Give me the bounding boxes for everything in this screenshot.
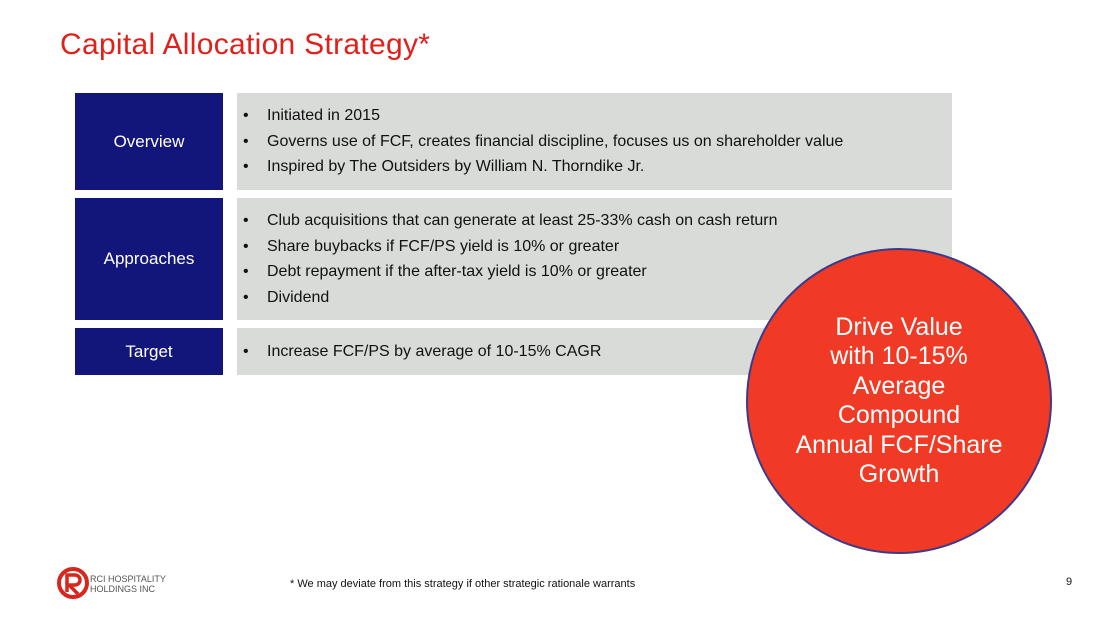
callout-line: Compound (837, 401, 961, 429)
page-number: 9 (1066, 576, 1073, 588)
bullet-item: Governs use of FCF, creates financial di… (243, 129, 952, 155)
row-label: Approaches (75, 198, 223, 320)
bullet-item: Share buybacks if FCF/PS yield is 10% or… (243, 234, 952, 260)
bullet-item: Club acquisitions that can generate at l… (243, 208, 952, 234)
logo-text: RCI HOSPITALITY HOLDINGS INC (90, 574, 166, 594)
callout-circle: Drive Value with 10-15% Average Compound Ann… (746, 248, 1052, 554)
slide-title: Capital Allocation Strategy* (60, 28, 431, 61)
logo-line: RCI HOSPITALITY (90, 574, 166, 584)
callout-line: Average (852, 371, 946, 400)
logo-icon (57, 567, 89, 599)
bullet-item: Initiated in 2015 (243, 103, 952, 129)
row-label: Target (75, 328, 223, 375)
bullet-list: Club acquisitions that can generate at l… (237, 208, 952, 310)
row-content: Initiated in 2015Governs use of FCF, cre… (237, 93, 952, 190)
callout-line: Annual FCF/Share (795, 430, 1003, 459)
bullet-item: Dividend (243, 285, 952, 311)
bullet-list: Initiated in 2015Governs use of FCF, cre… (237, 103, 952, 180)
bullet-item: Increase FCF/PS by average of 10-15% CAG… (243, 339, 952, 365)
callout-line: Growth (858, 460, 940, 488)
bullet-item: Debt repayment if the after-tax yield is… (243, 259, 952, 285)
bullet-list: Increase FCF/PS by average of 10-15% CAG… (237, 339, 952, 365)
bullet-item: Inspired by The Outsiders by William N. … (243, 154, 952, 180)
callout-line: Drive Value (835, 312, 963, 341)
logo-line: HOLDINGS INC (90, 584, 156, 594)
row-label: Overview (75, 93, 223, 190)
footnote: * We may deviate from this strategy if o… (290, 578, 636, 590)
table-row: OverviewInitiated in 2015Governs use of … (75, 93, 952, 190)
callout-line: with 10-15% (830, 342, 968, 370)
